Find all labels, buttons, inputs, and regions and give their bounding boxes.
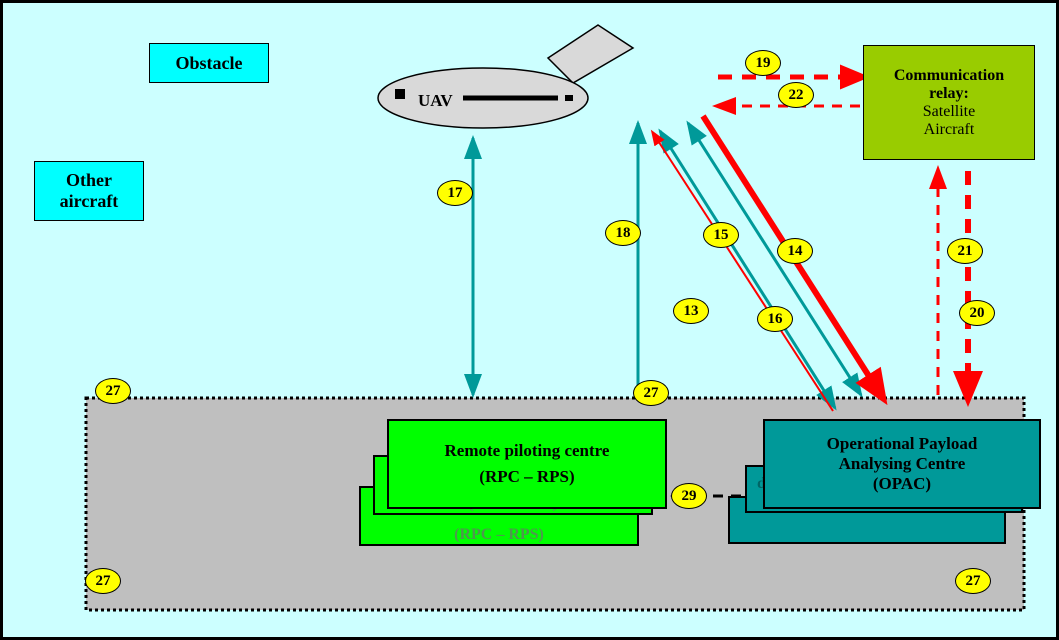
rpc-box-front: Remote piloting centre (RPC – RPS) <box>387 419 667 509</box>
uav-shape <box>378 25 633 128</box>
badge-27: 27 <box>95 378 131 404</box>
badge-27: 27 <box>955 568 991 594</box>
uav-label: UAV <box>418 91 453 111</box>
badge-21: 21 <box>947 238 983 264</box>
badge-27: 27 <box>633 380 669 406</box>
rpc-line2: (RPC – RPS) <box>479 467 574 487</box>
comm-relay-box: Communication relay: Satellite Aircraft <box>863 45 1035 160</box>
other-aircraft-box: Other aircraft <box>34 161 144 221</box>
badge-13: 13 <box>673 298 709 324</box>
opac-line3: (OPAC) <box>873 474 931 494</box>
badge-22: 22 <box>778 82 814 108</box>
comm-line2: relay: <box>929 85 969 103</box>
badge-15: 15 <box>703 222 739 248</box>
badge-14: 14 <box>777 238 813 264</box>
comm-line1: Communication <box>894 67 1004 85</box>
opac-line1: Operational Payload <box>827 434 978 454</box>
other-aircraft-line1: Other <box>66 170 112 191</box>
diagram-canvas: Obstacle Other aircraft Communication re… <box>0 0 1059 640</box>
obstacle-label: Obstacle <box>176 53 243 74</box>
badge-20: 20 <box>959 300 995 326</box>
badge-16: 16 <box>757 306 793 332</box>
badge-19: 19 <box>745 50 781 76</box>
badge-18: 18 <box>605 220 641 246</box>
comm-line4: Aircraft <box>924 121 975 139</box>
comm-line3: Satellite <box>923 103 975 121</box>
badge-29: 29 <box>671 483 707 509</box>
rpc-line1: Remote piloting centre <box>445 441 610 461</box>
badge-27: 27 <box>85 568 121 594</box>
opac-line2: Analysing Centre <box>839 454 966 474</box>
other-aircraft-line2: aircraft <box>60 191 119 212</box>
badge-17: 17 <box>437 180 473 206</box>
opac-box-front: Operational Payload Analysing Centre (OP… <box>763 419 1041 509</box>
obstacle-box: Obstacle <box>149 43 269 83</box>
